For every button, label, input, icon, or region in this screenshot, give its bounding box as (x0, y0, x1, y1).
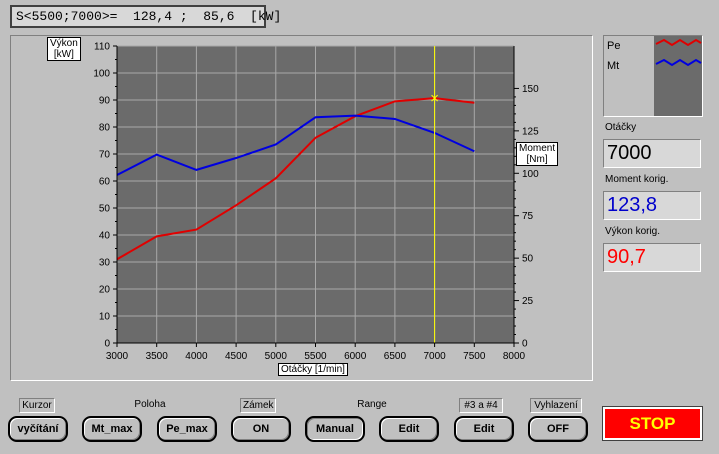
x-tick-label: 4500 (225, 351, 248, 362)
x-tick-label: 4000 (185, 351, 208, 362)
x-tick-label: 6000 (344, 351, 367, 362)
y-left-tick-label: 100 (93, 69, 110, 80)
series-line-mt (116, 114, 475, 176)
y-left-tick-label: 30 (99, 258, 111, 269)
x-tick-label: 3500 (146, 351, 169, 362)
rpm-label: Otáčky (603, 122, 639, 133)
y-right-tick-label: 25 (522, 296, 534, 307)
y-left-tick-label: 50 (99, 204, 111, 215)
legend-swatch (654, 36, 702, 116)
y-left-tick-label: 110 (94, 42, 110, 53)
x-axis-label: Otáčky [1/min] (278, 363, 348, 376)
range-edit-button[interactable]: Edit (379, 416, 439, 442)
vyhlazeni-label: Vyhlazení (530, 398, 582, 413)
y-left-tick-label: 10 (99, 312, 111, 323)
lock-toggle-button[interactable]: ON (231, 416, 291, 442)
series-line-pe (116, 97, 475, 261)
range-manual-button[interactable]: Manual (305, 416, 365, 442)
x-tick-label: 8000 (503, 351, 526, 362)
right-axis-label: Moment [Nm] (516, 142, 559, 166)
power-value: 90,7 (603, 243, 701, 272)
mt-max-button[interactable]: Mt_max (82, 416, 142, 442)
legend-line-pe (655, 38, 702, 47)
x-tick-label: 5500 (304, 351, 327, 362)
range-label: Range (350, 398, 394, 411)
legend-label-mt: Mt (607, 60, 620, 72)
cursor-read-button[interactable]: vyčítání (8, 416, 68, 442)
channels-edit-button[interactable]: Edit (454, 416, 514, 442)
rpm-value: 7000 (603, 139, 701, 168)
y-right-tick-label: 150 (522, 84, 539, 95)
zamek-label: Zámek (240, 398, 276, 413)
pe-max-button[interactable]: Pe_max (157, 416, 217, 442)
kurzor-label: Kurzor (19, 398, 55, 413)
dyno-chart[interactable]: 3000 3500 4000 4500 5000 5500 6000 6500 7000 7500… (11, 36, 594, 382)
y-right-tick-label: 75 (522, 211, 534, 222)
poloha-label: Poloha (128, 398, 172, 411)
y-right-tick-label: 50 (522, 254, 534, 265)
x-tick-label: 5000 (265, 351, 288, 362)
smoothing-toggle-button[interactable]: OFF (528, 416, 588, 442)
y-left-tick-label: 60 (99, 177, 111, 188)
y-left-tick-label: 80 (99, 123, 111, 134)
y-right-tick-label: 0 (522, 339, 528, 350)
x-tick-label: 7000 (423, 351, 446, 362)
chart-legend: Pe Mt (603, 35, 703, 117)
ch34-label: #3 a #4 (459, 398, 503, 413)
legend-line-mt (655, 58, 702, 67)
stop-button[interactable]: STOP (602, 406, 703, 441)
y-left-tick-label: 20 (99, 285, 111, 296)
torque-value: 123,8 (603, 191, 701, 220)
y-left-tick-label: 0 (104, 339, 110, 350)
y-right-tick-label: 100 (522, 169, 539, 180)
cursor-marker (431, 94, 438, 102)
chart-panel: 3000 3500 4000 4500 5000 5500 6000 6500 7000 7500… (10, 35, 593, 381)
y-left-tick-label: 70 (99, 150, 111, 161)
power-label: Výkon korig. (603, 226, 663, 237)
torque-label: Moment korig. (603, 174, 671, 185)
left-axis-label: Výkon [kW] (47, 37, 81, 61)
x-tick-label: 3000 (106, 351, 129, 362)
y-left-tick-label: 40 (99, 231, 111, 242)
y-left-tick-label: 90 (99, 96, 111, 107)
x-tick-label: 7500 (463, 351, 486, 362)
x-tick-label: 6500 (384, 351, 407, 362)
legend-label-pe: Pe (607, 40, 621, 52)
status-readout: S<5500;7000>= 128,4 ; 85,6 [kW] (10, 5, 281, 28)
y-right-tick-label: 125 (522, 126, 539, 137)
